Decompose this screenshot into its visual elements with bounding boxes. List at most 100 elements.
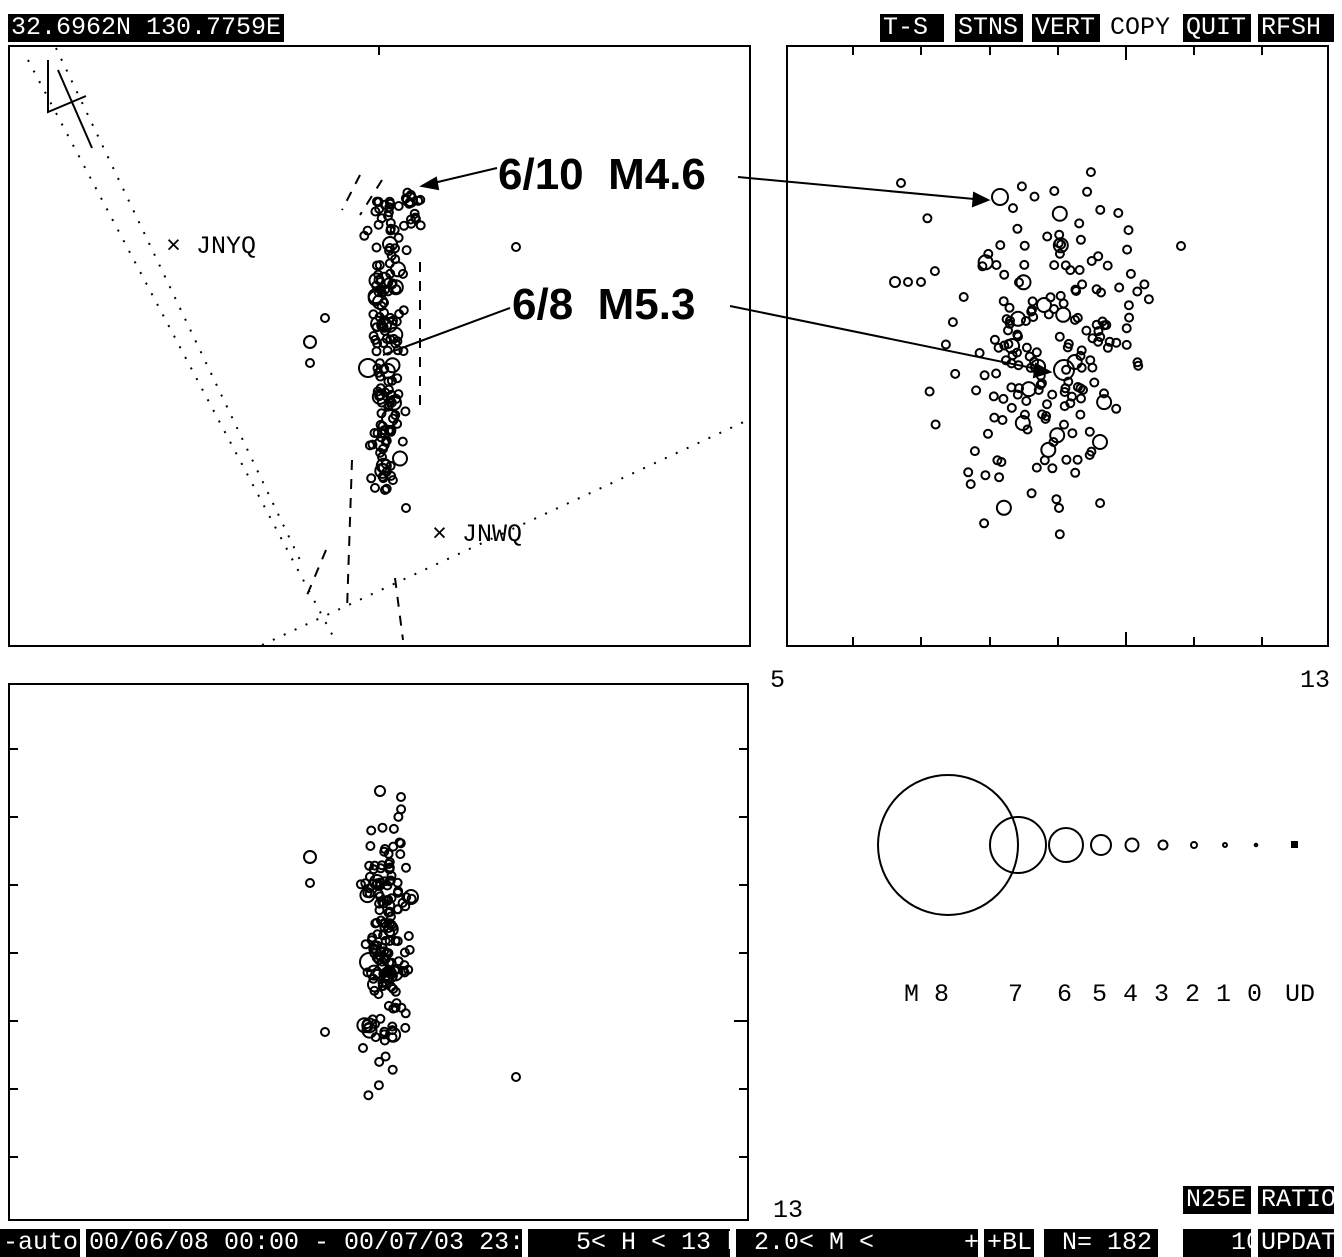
hypocenter-marker [368,272,385,289]
menu-button-refresh[interactable]: RFSH [1258,14,1334,42]
hypocenter-marker [380,1051,391,1062]
hypocenter-marker [1054,529,1065,540]
hypocenter-marker [1054,248,1065,259]
hypocenter-marker [386,919,397,930]
depth-bottom-label: 13 [1300,666,1331,695]
legend-label-6: 6 [1057,980,1073,1009]
hypocenter-marker [383,286,394,297]
hypocenter-marker [374,391,385,402]
hypocenter-marker [1031,347,1042,358]
hypocenter-marker [367,932,378,943]
hypocenter-marker [360,939,371,950]
hypocenter-marker [1053,359,1075,381]
hypocenter-marker [1021,396,1032,406]
hypocenter-marker [1072,312,1083,323]
hypocenter-marker [1058,298,1069,309]
hypocenter-marker [382,345,393,356]
bl-toggle[interactable]: +BL [984,1229,1034,1257]
hypocenter-marker [1091,284,1102,295]
hypocenter-marker [371,322,382,333]
hypocenter-marker [399,947,410,958]
hypocenter-marker [366,825,377,836]
hypocenter-marker [390,986,401,997]
hypocenter-marker [384,862,395,873]
hypocenter-marker [1015,274,1032,291]
hypocenter-marker [1019,409,1030,420]
hypocenter-marker [387,326,404,343]
hypocenter-marker [400,1022,411,1033]
auto-toggle[interactable]: -auto [0,1229,80,1257]
hypocenter-marker [1093,251,1104,262]
hypocenter-marker [393,389,404,400]
hypocenter-marker [1013,360,1024,371]
hypocenter-marker [1095,498,1106,509]
hypocenter-marker [380,436,391,447]
hypocenter-marker [1031,462,1042,473]
hypocenter-marker [394,309,405,319]
hypocenter-marker [371,242,382,253]
hypocenter-marker [947,317,958,328]
update-interval-field[interactable]: 10 [1183,1229,1261,1257]
magnitude-legend [877,774,1298,916]
hypocenter-marker [1019,259,1030,270]
hypocenter-marker [1063,338,1074,349]
hypocenter-marker [1086,446,1097,457]
hypocenter-marker [1025,362,1036,373]
hypocenter-marker [993,342,1004,353]
hypocenter-marker [392,904,403,915]
hypocenter-marker [1070,467,1081,478]
hypocenter-marker [387,1021,398,1032]
hypocenter-marker [372,363,383,374]
hypocenter-marker [1092,434,1108,450]
hypocenter-marker [394,837,405,848]
hypocenter-marker [370,206,381,217]
hypocenter-marker [1047,389,1058,400]
hypocenter-marker [995,499,1012,516]
hypocenter-marker [1089,377,1100,388]
hypocenter-marker [406,893,417,904]
depth-range-field[interactable]: 5< H < 13 km [528,1229,756,1257]
hypocenter-marker [1061,454,1072,465]
hypocenter-marker [373,1080,384,1091]
hypocenter-marker [380,935,391,946]
hypocenter-marker [989,412,1000,423]
hypocenter-marker [1036,297,1052,313]
hypocenter-marker [963,467,974,478]
station-name: JNYQ [196,232,257,261]
menu-button-vert[interactable]: VERT [1032,14,1100,42]
hypocenter-marker [393,811,404,822]
update-button[interactable]: UPDAT [1258,1229,1336,1257]
hypocenter-marker [1006,382,1017,393]
hypocenter-marker [511,242,521,252]
hypocenter-marker [1008,203,1018,214]
hypocenter-marker [980,470,991,481]
azimuth-button[interactable]: N25E [1183,1186,1251,1214]
hypocenter-marker [370,482,380,493]
hypocenter-marker [370,1032,381,1043]
hypocenter-marker [374,785,386,797]
magnitude-range-field[interactable]: 2.0< M < +UD [736,1229,1009,1257]
hypocenter-marker [1139,279,1150,290]
annotation-arrows [382,167,1053,379]
hypocenter-marker [1012,347,1022,358]
hypocenter-marker [1042,231,1053,242]
hypocenter-marker [1122,244,1133,255]
menu-button-stns[interactable]: STNS [955,14,1023,42]
hypocenter-marker [1010,310,1026,327]
menu-button-quit[interactable]: QUIT [1183,14,1251,42]
hypocenter-marker [383,384,394,395]
hypocenter-marker [374,905,385,916]
ratio-button[interactable]: RATIO [1258,1186,1336,1214]
hypocenter-marker [511,1072,521,1082]
cross-section-panel[interactable] [786,45,1329,647]
hypocenter-marker [988,391,999,402]
hypocenter-marker [387,475,398,486]
menu-button-copy[interactable]: COPY [1110,13,1171,42]
period-field[interactable]: 00/06/08 00:00 - 00/07/03 23:59 [86,1229,554,1257]
hypocenter-marker [403,931,414,941]
annotation-event-0608: 6/8 M5.3 [512,280,696,329]
menu-button-ts[interactable]: T-S [880,14,944,42]
vertical-depth-label: 13 [773,1196,804,1225]
hypocenter-marker [1111,337,1122,348]
